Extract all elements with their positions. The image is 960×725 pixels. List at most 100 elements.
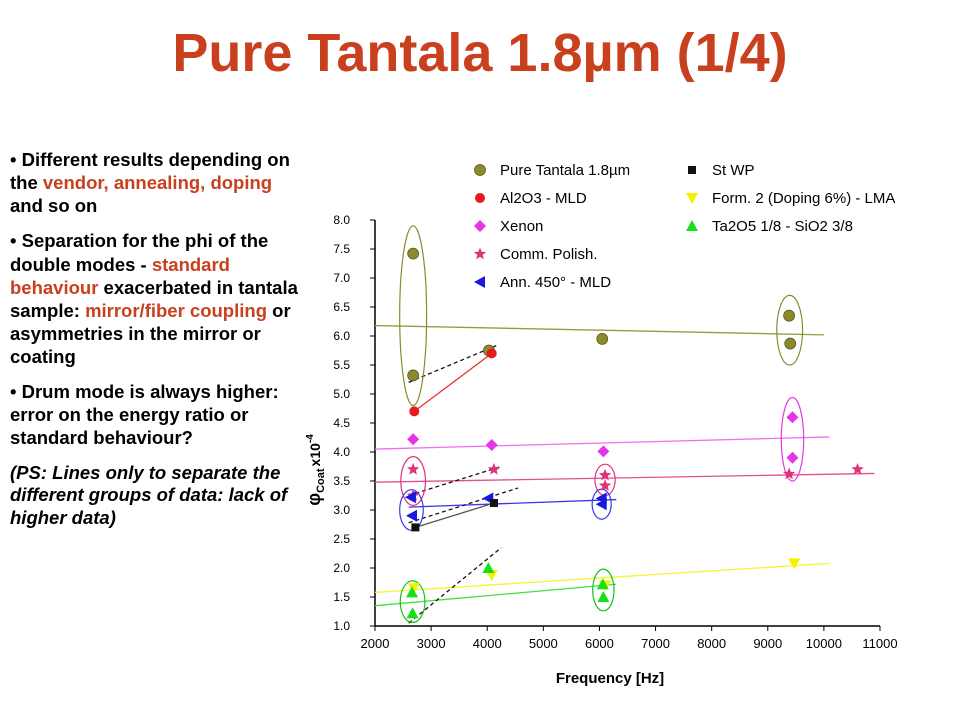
data-point [788, 558, 801, 570]
separator-dashed-line [408, 487, 519, 524]
trend-line [374, 472, 875, 483]
group-ellipse [399, 580, 426, 624]
x-tick-label: 6000 [585, 636, 614, 651]
y-tick-label: 7.5 [333, 242, 350, 256]
data-point [485, 439, 498, 452]
data-point [782, 467, 796, 480]
group-ellipse [776, 294, 804, 366]
data-point [486, 348, 497, 359]
trend-line [374, 324, 824, 336]
x-tick-label: 5000 [529, 636, 558, 651]
trend-line [408, 498, 617, 508]
data-point [404, 491, 416, 504]
series-group [407, 247, 797, 382]
legend-item: St WP [688, 162, 755, 179]
highlighted-text: mirror/fiber coupling [85, 299, 267, 321]
data-point [409, 406, 420, 417]
legend-marker [474, 276, 485, 288]
y-tick-label: 5.0 [333, 387, 350, 401]
legend-label: St WP [712, 162, 755, 179]
legend-item: Comm. Polish. [473, 246, 598, 263]
data-point [407, 369, 420, 382]
legend-item: Form. 2 (Doping 6%) - LMA [686, 190, 895, 207]
bullet-item: • Different results depending on the ven… [10, 148, 310, 217]
bullet-text: • Different results depending on the [10, 149, 290, 194]
data-point [597, 445, 610, 458]
bullet-list: • Different results depending on the ven… [10, 148, 310, 529]
y-label-main: φ [304, 493, 324, 506]
x-axis-label: Frequency [Hz] [556, 670, 664, 687]
series-group [406, 562, 610, 619]
x-tick-label: 10000 [806, 636, 842, 651]
data-point [596, 578, 609, 590]
legend-label: Comm. Polish. [500, 246, 598, 263]
x-tick-label: 11000 [862, 636, 897, 651]
x-tick-label: 7000 [641, 636, 670, 651]
data-point [487, 462, 501, 475]
legend-marker [474, 164, 486, 176]
legend: Pure Tantala 1.8µm Al2O3 - MLD Xenon Comm. … [473, 162, 895, 291]
y-tick-label: 7.0 [333, 271, 350, 285]
legend-label: Ta2O5 1/8 - SiO2 3/8 [712, 218, 853, 235]
series-group [409, 348, 497, 417]
y-tick-label: 1.5 [333, 590, 350, 604]
y-tick-label: 5.5 [333, 358, 350, 372]
data-point [406, 462, 420, 475]
y-tick-label: 2.5 [333, 532, 350, 546]
legend-label: Al2O3 - MLD [500, 190, 587, 207]
bullet-item: • Drum mode is always higher: error on t… [10, 380, 310, 449]
data-point [489, 499, 498, 508]
data-point [406, 586, 419, 598]
trend-line [415, 502, 495, 529]
data-point [597, 591, 610, 602]
y-axis-label: φCoatx10-4 [304, 434, 327, 506]
group-ellipse [399, 225, 428, 407]
legend-label: Form. 2 (Doping 6%) - LMA [712, 190, 895, 207]
data-point [482, 562, 495, 573]
data-point [406, 509, 418, 522]
data-point [786, 451, 799, 464]
legend-item: Al2O3 - MLD [475, 190, 587, 207]
y-tick-label: 8.0 [333, 213, 350, 227]
data-point [406, 607, 419, 619]
bullet-text: • Separation for the phi of the double m… [10, 230, 269, 275]
data-point [407, 583, 420, 595]
series-group [407, 411, 799, 464]
data-point [784, 337, 797, 350]
trend-lines [374, 324, 875, 624]
trend-line [374, 436, 830, 450]
legend-marker [475, 193, 485, 203]
data-point [851, 462, 864, 475]
x-tick-label: 3000 [417, 636, 446, 651]
x-tick-label: 2000 [361, 636, 390, 651]
group-ellipse [591, 488, 612, 520]
data-point [411, 523, 420, 532]
legend-marker [686, 220, 698, 231]
separator-dashed-line [408, 547, 502, 624]
chart-area: Pure Tantala 1.8µm Al2O3 - MLD Xenon Comm. … [290, 140, 960, 720]
legend-item: Pure Tantala 1.8µm [474, 162, 630, 179]
data-point [407, 247, 420, 260]
x-tick-label: 8000 [697, 636, 726, 651]
y-tick-label: 6.0 [333, 329, 350, 343]
x-tick-label: 4000 [473, 636, 502, 651]
group-ellipse [592, 568, 615, 612]
y-tick-label: 3.5 [333, 474, 350, 488]
y-label-exp: x10 [307, 443, 323, 467]
svg-text:φCoatx10-4: φCoatx10-4 [304, 434, 327, 506]
trend-line [413, 352, 493, 412]
data-point [598, 468, 612, 481]
x-tick-label: 9000 [753, 636, 782, 651]
legend-marker [688, 166, 696, 174]
y-tick-label: 4.5 [333, 416, 350, 430]
data-point [598, 479, 612, 491]
bullet-item: • Separation for the phi of the double m… [10, 229, 310, 368]
bullet-container: • Different results depending on the ven… [10, 148, 310, 450]
legend-marker [473, 247, 487, 260]
data-point [596, 332, 609, 345]
y-tick-label: 2.0 [333, 561, 350, 575]
legend-label: Ann. 450° - MLD [500, 274, 611, 291]
y-tick-label: 1.0 [333, 619, 350, 633]
data-point [786, 411, 799, 424]
legend-item: Ta2O5 1/8 - SiO2 3/8 [686, 218, 853, 235]
